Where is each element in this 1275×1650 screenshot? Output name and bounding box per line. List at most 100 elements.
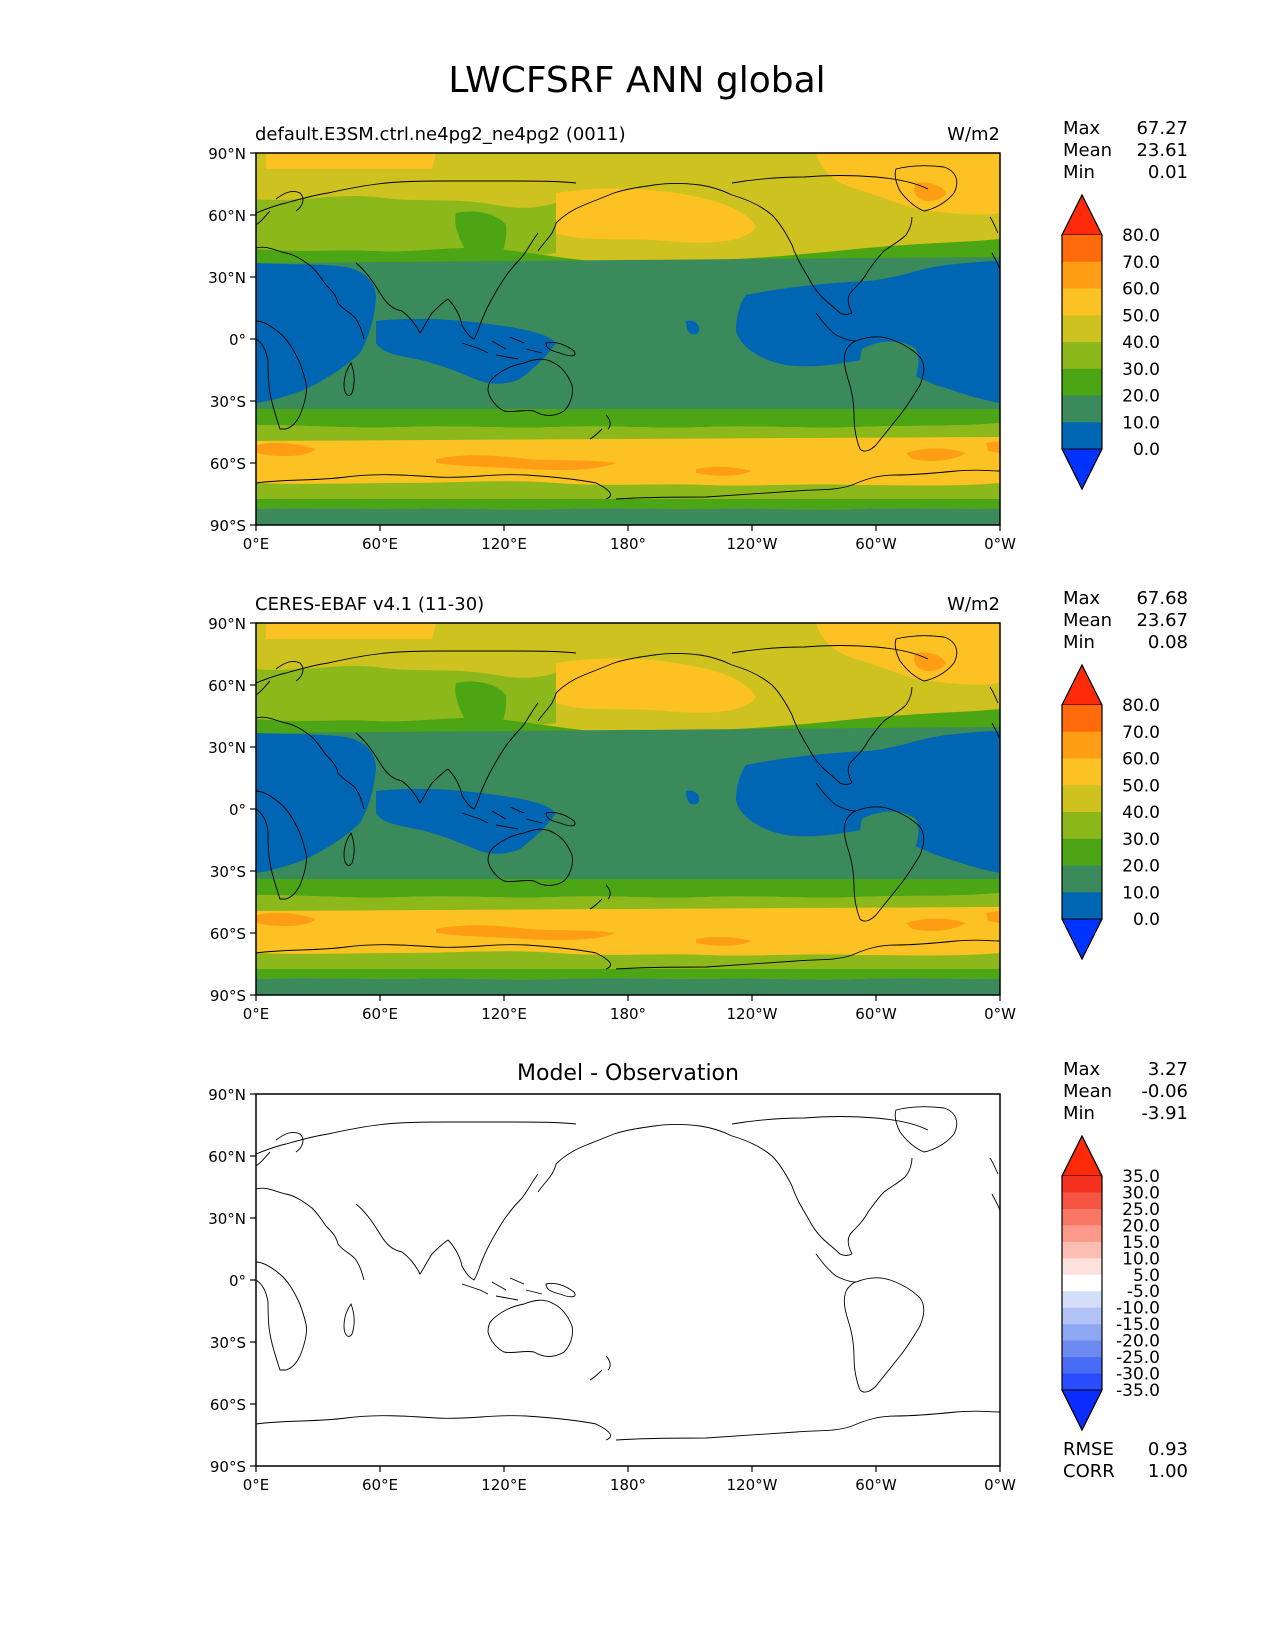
lon-tick-label: 120°W	[727, 535, 778, 553]
colorbar-extend-min	[1061, 918, 1103, 961]
colorbar-tick-label: 0.0	[1133, 440, 1160, 460]
panel-test: default.E3SM.ctrl.ne4pg2_ne4pg2 (0011) W…	[208, 118, 1188, 553]
stat-label: Max	[1063, 1059, 1101, 1080]
lat-tick-label: 0°	[229, 331, 246, 349]
colorbar-tick-label: 70.0	[1122, 253, 1160, 273]
colorbar-tick-label: 80.0	[1122, 226, 1160, 246]
lon-tick-label: 120°E	[481, 1476, 527, 1494]
lat-tick-label: 60°N	[208, 207, 246, 225]
stat-label: Mean	[1063, 140, 1112, 161]
panel-title-right: W/m2	[947, 594, 1000, 615]
colorbar-segment	[1062, 1208, 1102, 1226]
lon-tick-label: 0°W	[984, 1005, 1016, 1023]
colorbar-segment	[1062, 758, 1102, 786]
colorbar-tick-label: 80.0	[1122, 696, 1160, 716]
colorbar-segment	[1062, 1192, 1102, 1210]
lat-tick-label: 90°S	[210, 987, 246, 1005]
lat-tick-label: 90°N	[208, 615, 246, 633]
panel-title-left: CERES-EBAF v4.1 (11-30)	[255, 594, 484, 615]
stat-value: 0.93	[1148, 1439, 1188, 1460]
stats-difference: Max 3.27 Mean -0.06 Min -3.91	[1063, 1059, 1188, 1124]
lon-tick-label: 60°E	[362, 1476, 398, 1494]
colorbar-tick-label: 50.0	[1122, 306, 1160, 326]
stat-value: 1.00	[1148, 1461, 1188, 1482]
lon-axis-difference: 0°E 60°E 120°E 180° 120°W 60°W 0°W	[243, 1466, 1016, 1494]
map-panel-difference	[255, 1093, 1001, 1467]
stat-label: Min	[1063, 1103, 1095, 1124]
lat-tick-label: 0°	[229, 801, 246, 819]
colorbar-segment	[1062, 1324, 1102, 1342]
colorbar-difference: -35.0-30.0-25.0-20.0-15.0-10.0-5.05.010.…	[1061, 1134, 1160, 1432]
colorbar-tick-label: -5.0	[1127, 1282, 1160, 1302]
colorbar-segment	[1062, 235, 1102, 263]
lon-tick-label: 60°E	[362, 1005, 398, 1023]
colorbar-test: 0.0 10.0 20.0 30.0 40.0 50.0 60.0 70.0 80.0	[1061, 193, 1160, 491]
colorbar-reference: 0.0 10.0 20.0 30.0 40.0 50.0 60.0 70.0 80.0	[1061, 663, 1160, 961]
lat-axis-test: 90°N 60°N 30°N 0° 30°S 60°S 90°S	[208, 145, 256, 535]
colorbar-segment	[1062, 315, 1102, 343]
lat-tick-label: 90°N	[208, 1086, 246, 1104]
colorbar-segment	[1062, 892, 1102, 920]
colorbar-segment	[1062, 838, 1102, 866]
colorbar-segment	[1062, 288, 1102, 316]
colorbar-tick-label: -30.0	[1116, 1365, 1160, 1385]
lat-tick-label: 60°S	[210, 1396, 246, 1414]
colorbar-segment	[1062, 422, 1102, 450]
colorbar-tick-label: 30.0	[1122, 360, 1160, 380]
stat-label: Min	[1063, 162, 1095, 183]
stat-value: -3.91	[1141, 1103, 1188, 1124]
colorbar-tick-label: 10.0	[1122, 883, 1160, 903]
colorbar-segment	[1062, 342, 1102, 370]
figure-title: LWCFSRF ANN global	[448, 60, 825, 101]
lon-tick-label: 180°	[610, 1005, 646, 1023]
lat-tick-label: 60°S	[210, 925, 246, 943]
colorbar-segment	[1062, 1274, 1102, 1292]
lon-tick-label: 120°E	[481, 1005, 527, 1023]
lat-tick-label: 30°S	[210, 863, 246, 881]
colorbar-tick-label: -20.0	[1116, 1332, 1160, 1352]
colorbar-outline	[1061, 663, 1103, 961]
panel-title-right: W/m2	[947, 124, 1000, 145]
colorbar-tick-label: 0.0	[1133, 910, 1160, 930]
stat-value: 23.61	[1136, 140, 1188, 161]
lon-tick-label: 60°W	[855, 1476, 897, 1494]
colorbar-segment	[1062, 731, 1102, 759]
colorbar-tick-label: 10.0	[1122, 413, 1160, 433]
colorbar-tick-label: 70.0	[1122, 723, 1160, 743]
colorbar-tick-label: -10.0	[1116, 1299, 1160, 1319]
lon-tick-label: 180°	[610, 535, 646, 553]
lon-tick-label: 60°E	[362, 535, 398, 553]
colorbar-outline	[1061, 193, 1103, 491]
colorbar-segment	[1062, 1340, 1102, 1358]
colorbar-tick-label: 20.0	[1122, 1216, 1160, 1236]
colorbar-segment	[1062, 705, 1102, 733]
lon-tick-label: 0°W	[984, 1476, 1016, 1494]
lat-axis-reference: 90°N 60°N 30°N 0° 30°S 60°S 90°S	[208, 615, 256, 1005]
lat-tick-label: 30°N	[208, 739, 246, 757]
colorbar-tick-label: -25.0	[1116, 1348, 1160, 1368]
lat-axis-difference: 90°N 60°N 30°N 0° 30°S 60°S 90°S	[208, 1086, 256, 1476]
map-panel-reference	[255, 622, 1001, 996]
lon-tick-label: 60°W	[855, 1005, 897, 1023]
colorbar-outline	[1061, 1134, 1103, 1432]
lon-tick-label: 180°	[610, 1476, 646, 1494]
colorbar-tick-label: 20.0	[1122, 857, 1160, 877]
colorbar-segment	[1062, 368, 1102, 396]
colorbar-segment	[1062, 865, 1102, 893]
stat-value: 0.01	[1148, 162, 1188, 183]
lon-tick-label: 120°W	[727, 1476, 778, 1494]
extra-stats-difference: RMSE 0.93 CORR 1.00	[1063, 1439, 1188, 1482]
panel-difference: Model - Observation 90°N 60°N 30°N 0° 30°S 60…	[208, 1059, 1188, 1494]
lon-axis-test: 0°E 60°E 120°E 180° 120°W 60°W 0°W	[243, 525, 1016, 553]
colorbar-tick-label: 60.0	[1122, 280, 1160, 300]
colorbar-segment	[1062, 785, 1102, 813]
stat-label: CORR	[1063, 1461, 1115, 1482]
colorbar-tick-label: -15.0	[1116, 1315, 1160, 1335]
lat-tick-label: 60°N	[208, 677, 246, 695]
colorbar-extend-max	[1061, 1134, 1103, 1177]
lat-tick-label: 30°N	[208, 1210, 246, 1228]
stat-label: RMSE	[1063, 1439, 1114, 1460]
stat-value: 23.67	[1136, 610, 1188, 631]
colorbar-segment	[1062, 261, 1102, 289]
